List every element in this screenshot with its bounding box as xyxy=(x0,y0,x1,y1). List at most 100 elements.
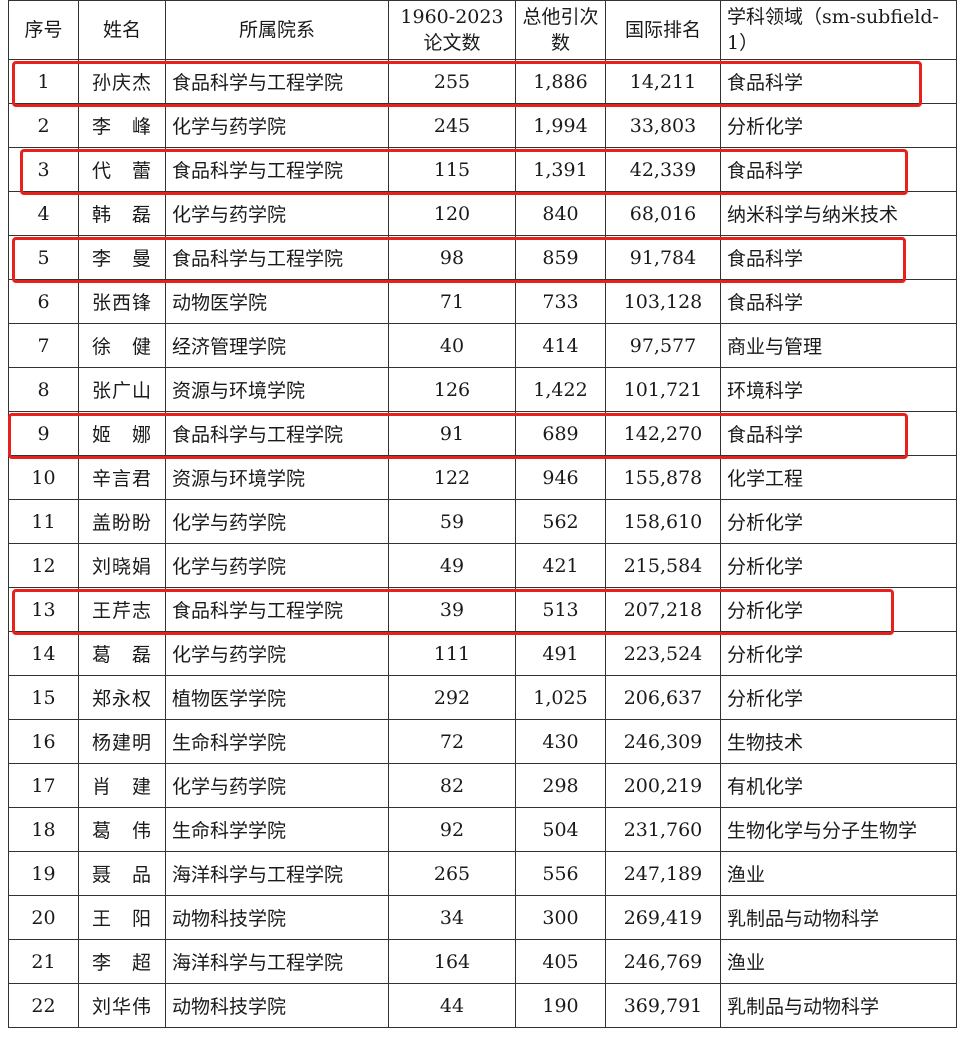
cell-field: 生物化学与分子生物学 xyxy=(720,807,957,852)
cell-no: 18 xyxy=(8,807,79,852)
cell-rank: 247,189 xyxy=(605,851,721,896)
cell-papers: 265 xyxy=(388,851,516,896)
cell-name: 王芹志 xyxy=(78,587,166,632)
cell-no: 22 xyxy=(8,983,79,1028)
cell-field: 有机化学 xyxy=(720,763,957,808)
cell-rank: 206,637 xyxy=(605,675,721,720)
cell-papers: 115 xyxy=(388,147,516,192)
cell-rank: 200,219 xyxy=(605,763,721,808)
cell-dept: 资源与环境学院 xyxy=(165,367,389,412)
cell-no: 16 xyxy=(8,719,79,764)
cell-no: 10 xyxy=(8,455,79,500)
cell-citations: 946 xyxy=(515,455,606,500)
cell-citations: 414 xyxy=(515,323,606,368)
header-row: 序号 姓名 所属院系 1960-2023论文数 总他引次数 国际排名 学科领域（… xyxy=(8,0,957,60)
table-row: 20 王 阳动物科技学院 34 300 269,419 乳制品与动物科学 xyxy=(8,895,957,940)
cell-papers: 126 xyxy=(388,367,516,412)
cell-papers: 44 xyxy=(388,983,516,1028)
cell-rank: 68,016 xyxy=(605,191,721,236)
cell-no: 13 xyxy=(8,587,79,632)
cell-citations: 405 xyxy=(515,939,606,984)
cell-name: 肖 建 xyxy=(78,763,166,808)
cell-name: 姬 娜 xyxy=(78,411,166,456)
cell-papers: 120 xyxy=(388,191,516,236)
cell-name: 张广山 xyxy=(78,367,166,412)
cell-papers: 92 xyxy=(388,807,516,852)
cell-dept: 动物科技学院 xyxy=(165,983,389,1028)
cell-dept: 化学与药学院 xyxy=(165,631,389,676)
table-row: 17 肖 建化学与药学院 82 298 200,219 有机化学 xyxy=(8,763,957,808)
cell-no: 4 xyxy=(8,191,79,236)
cell-name: 葛 伟 xyxy=(78,807,166,852)
cell-field: 乳制品与动物科学 xyxy=(720,983,957,1028)
table-row: 11 盖盼盼 化学与药学院 59 562 158,610 分析化学 xyxy=(8,499,957,544)
cell-papers: 34 xyxy=(388,895,516,940)
cell-rank: 246,769 xyxy=(605,939,721,984)
highlight-box xyxy=(12,61,922,107)
cell-citations: 421 xyxy=(515,543,606,588)
cell-dept: 食品科学与工程学院 xyxy=(165,587,389,632)
cell-name: 韩 磊 xyxy=(78,191,166,236)
cell-citations: 491 xyxy=(515,631,606,676)
cell-field: 化学工程 xyxy=(720,455,957,500)
table-row: 21 李 超海洋科学与工程学院 164 405 246,769 渔业 xyxy=(8,939,957,984)
cell-dept: 动物科技学院 xyxy=(165,895,389,940)
cell-papers: 59 xyxy=(388,499,516,544)
cell-dept: 海洋科学与工程学院 xyxy=(165,851,389,896)
cell-rank: 215,584 xyxy=(605,543,721,588)
cell-field: 食品科学 xyxy=(720,235,957,280)
cell-dept: 资源与环境学院 xyxy=(165,455,389,500)
cell-dept: 食品科学与工程学院 xyxy=(165,411,389,456)
cell-citations: 840 xyxy=(515,191,606,236)
cell-dept: 生命科学学院 xyxy=(165,719,389,764)
cell-field: 生物技术 xyxy=(720,719,957,764)
cell-field: 食品科学 xyxy=(720,411,957,456)
cell-dept: 化学与药学院 xyxy=(165,191,389,236)
cell-dept: 经济管理学院 xyxy=(165,323,389,368)
cell-field: 食品科学 xyxy=(720,279,957,324)
table-row: 12 刘晓娟 化学与药学院 49 421 215,584 分析化学 xyxy=(8,543,957,588)
cell-no: 17 xyxy=(8,763,79,808)
cell-no: 8 xyxy=(8,367,79,412)
cell-rank: 14,211 xyxy=(605,59,721,104)
cell-papers: 40 xyxy=(388,323,516,368)
cell-papers: 98 xyxy=(388,235,516,280)
cell-name: 聂 品 xyxy=(78,851,166,896)
header-field: 学科领域（sm-subfield-1） xyxy=(720,0,957,60)
highlight-box xyxy=(12,237,906,283)
cell-name: 辛言君 xyxy=(78,455,166,500)
cell-dept: 植物医学学院 xyxy=(165,675,389,720)
cell-rank: 369,791 xyxy=(605,983,721,1028)
cell-name: 刘华伟 xyxy=(78,983,166,1028)
cell-rank: 97,577 xyxy=(605,323,721,368)
cell-name: 盖盼盼 xyxy=(78,499,166,544)
cell-field: 商业与管理 xyxy=(720,323,957,368)
cell-citations: 1,025 xyxy=(515,675,606,720)
header-rank: 国际排名 xyxy=(605,0,721,60)
cell-name: 王 阳 xyxy=(78,895,166,940)
table-row: 15 郑永权 植物医学学院 292 1,025 206,637 分析化学 xyxy=(8,675,957,720)
table-row: 6 张西锋 动物医学院 71 733 103,128 食品科学 xyxy=(8,279,957,324)
cell-papers: 255 xyxy=(388,59,516,104)
cell-citations: 859 xyxy=(515,235,606,280)
cell-rank: 246,309 xyxy=(605,719,721,764)
cell-field: 分析化学 xyxy=(720,103,957,148)
table-row: 18 葛 伟生命科学学院 92 504 231,760 生物化学与分子生物学 xyxy=(8,807,957,852)
highlight-box xyxy=(12,589,894,635)
cell-name: 李 峰 xyxy=(78,103,166,148)
cell-dept: 化学与药学院 xyxy=(165,103,389,148)
cell-no: 12 xyxy=(8,543,79,588)
header-citations: 总他引次数 xyxy=(515,0,606,60)
cell-rank: 103,128 xyxy=(605,279,721,324)
cell-rank: 101,721 xyxy=(605,367,721,412)
cell-rank: 155,878 xyxy=(605,455,721,500)
cell-no: 15 xyxy=(8,675,79,720)
cell-dept: 海洋科学与工程学院 xyxy=(165,939,389,984)
cell-name: 郑永权 xyxy=(78,675,166,720)
cell-field: 食品科学 xyxy=(720,147,957,192)
table-row: 8 张广山 资源与环境学院 126 1,422 101,721 环境科学 xyxy=(8,367,957,412)
table-row: 10 辛言君 资源与环境学院 122 946 155,878 化学工程 xyxy=(8,455,957,500)
cell-rank: 269,419 xyxy=(605,895,721,940)
